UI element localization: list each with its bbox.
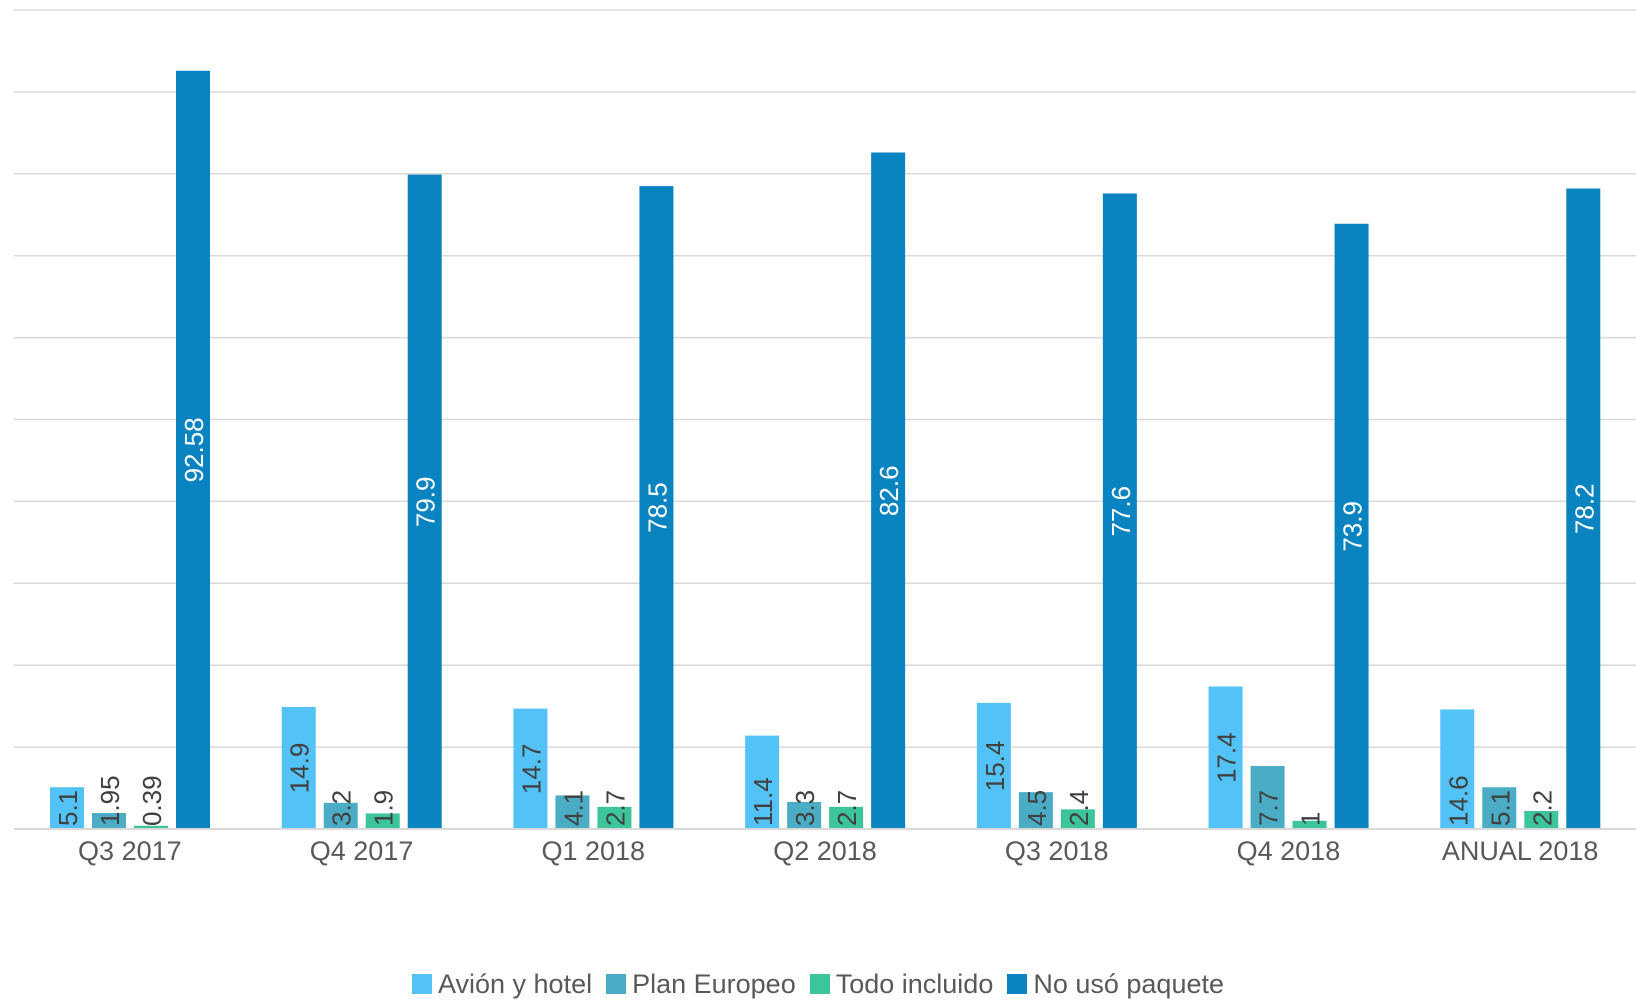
bar-no-us-paquete [176,70,210,830]
data-label: 14.9 [285,743,315,794]
data-label: 1.95 [95,775,125,826]
bar-plan-europeo [1482,787,1517,829]
bar-no-us-paquete [407,174,442,829]
data-labels: 5.1 1.95 0.39 92.58 14.9 3.2 1.9 79.9 14.7 4.1 2.7… [53,417,1599,826]
data-label: 73.9 [1338,501,1368,552]
data-label: 82.6 [874,465,904,516]
data-label: 14.7 [516,743,546,794]
legend-swatch [1007,974,1028,994]
bar-avi-n-y-hotel [1208,686,1243,829]
data-label: 1.9 [369,790,399,826]
bar-todo-incluido [597,806,632,829]
bar-todo-incluido [1524,810,1559,829]
bar-avi-n-y-hotel [513,708,548,829]
bar-plan-europeo [787,801,822,829]
legend-item: Avión y hotel [411,968,593,1000]
data-label: 2.4 [1064,790,1094,826]
bar-avi-n-y-hotel [281,706,316,829]
bar-avi-n-y-hotel [745,735,780,829]
data-label: 5.1 [53,790,83,826]
legend-label: Avión y hotel [437,968,593,999]
legend-label: Plan Europeo [632,968,796,999]
category-label: Q4 2017 [310,836,414,866]
bar-plan-europeo [555,795,590,829]
legend-item: Todo incluido [809,968,994,1000]
data-label: 15.4 [980,741,1010,792]
bar-todo-incluido [1060,809,1095,829]
category-label: ANUAL 2018 [1442,836,1599,866]
bar-plan-europeo [1250,765,1285,829]
data-label: 78.2 [1569,483,1599,534]
data-label: 14.6 [1443,775,1473,826]
legend-swatch [606,974,627,994]
data-label: 4.5 [1022,790,1052,826]
data-label: 2.2 [1527,790,1557,826]
bar-avi-n-y-hotel [1440,709,1475,829]
data-label: 92.58 [179,417,209,482]
data-label: 3.2 [327,790,357,826]
bar-avi-n-y-hotel [50,787,84,829]
bars [50,70,1601,830]
data-label: 11.4 [748,777,778,826]
bar-no-us-paquete [1566,188,1601,830]
bar-plan-europeo [1018,792,1053,829]
data-label: 7.7 [1254,790,1284,826]
data-label: 2.7 [832,790,862,826]
category-labels: Q3 2017 Q4 2017 Q1 2018 Q2 2018 Q3 2018 Q4 20… [78,836,1598,866]
data-label: 5.1 [1485,790,1515,826]
data-label: 77.6 [1106,486,1136,537]
category-label: Q4 2018 [1237,836,1341,866]
legend-swatch [809,974,830,994]
data-label: 4.1 [558,790,588,826]
legend-swatch [411,974,432,994]
bar-plan-europeo [323,802,358,829]
bar-no-us-paquete [1102,193,1137,829]
category-label: Q3 2018 [1005,836,1109,866]
data-label: 0.39 [137,775,167,826]
bar-todo-incluido [829,806,864,829]
bar-todo-incluido [365,813,400,829]
bar-avi-n-y-hotel [976,702,1011,829]
category-label: Q1 2018 [541,836,645,866]
legend: Avión y hotel Plan Europeo Todo incluido No… [0,966,1636,1002]
category-label: Q2 2018 [773,836,877,866]
data-label: 3.3 [790,790,820,826]
category-label: Q3 2017 [78,836,182,866]
data-label: 17.4 [1212,732,1242,783]
legend-item: Plan Europeo [606,969,796,1000]
bar-todo-incluido [1292,820,1327,829]
legend-item: No usó paquete [1007,969,1224,1000]
data-label: 1 [1296,812,1326,826]
bar-no-us-paquete [871,152,906,830]
legend-label: No usó paquete [1033,968,1224,999]
bar-todo-incluido [134,825,168,829]
data-label: 79.9 [411,477,441,528]
bar-no-us-paquete [1334,223,1369,829]
data-label: 78.5 [642,482,672,533]
bar-no-us-paquete [639,186,674,829]
bar-plan-europeo [92,813,126,829]
gridlines [14,9,1636,748]
data-label: 2.7 [600,790,630,826]
legend-label: Todo incluido [835,968,994,999]
